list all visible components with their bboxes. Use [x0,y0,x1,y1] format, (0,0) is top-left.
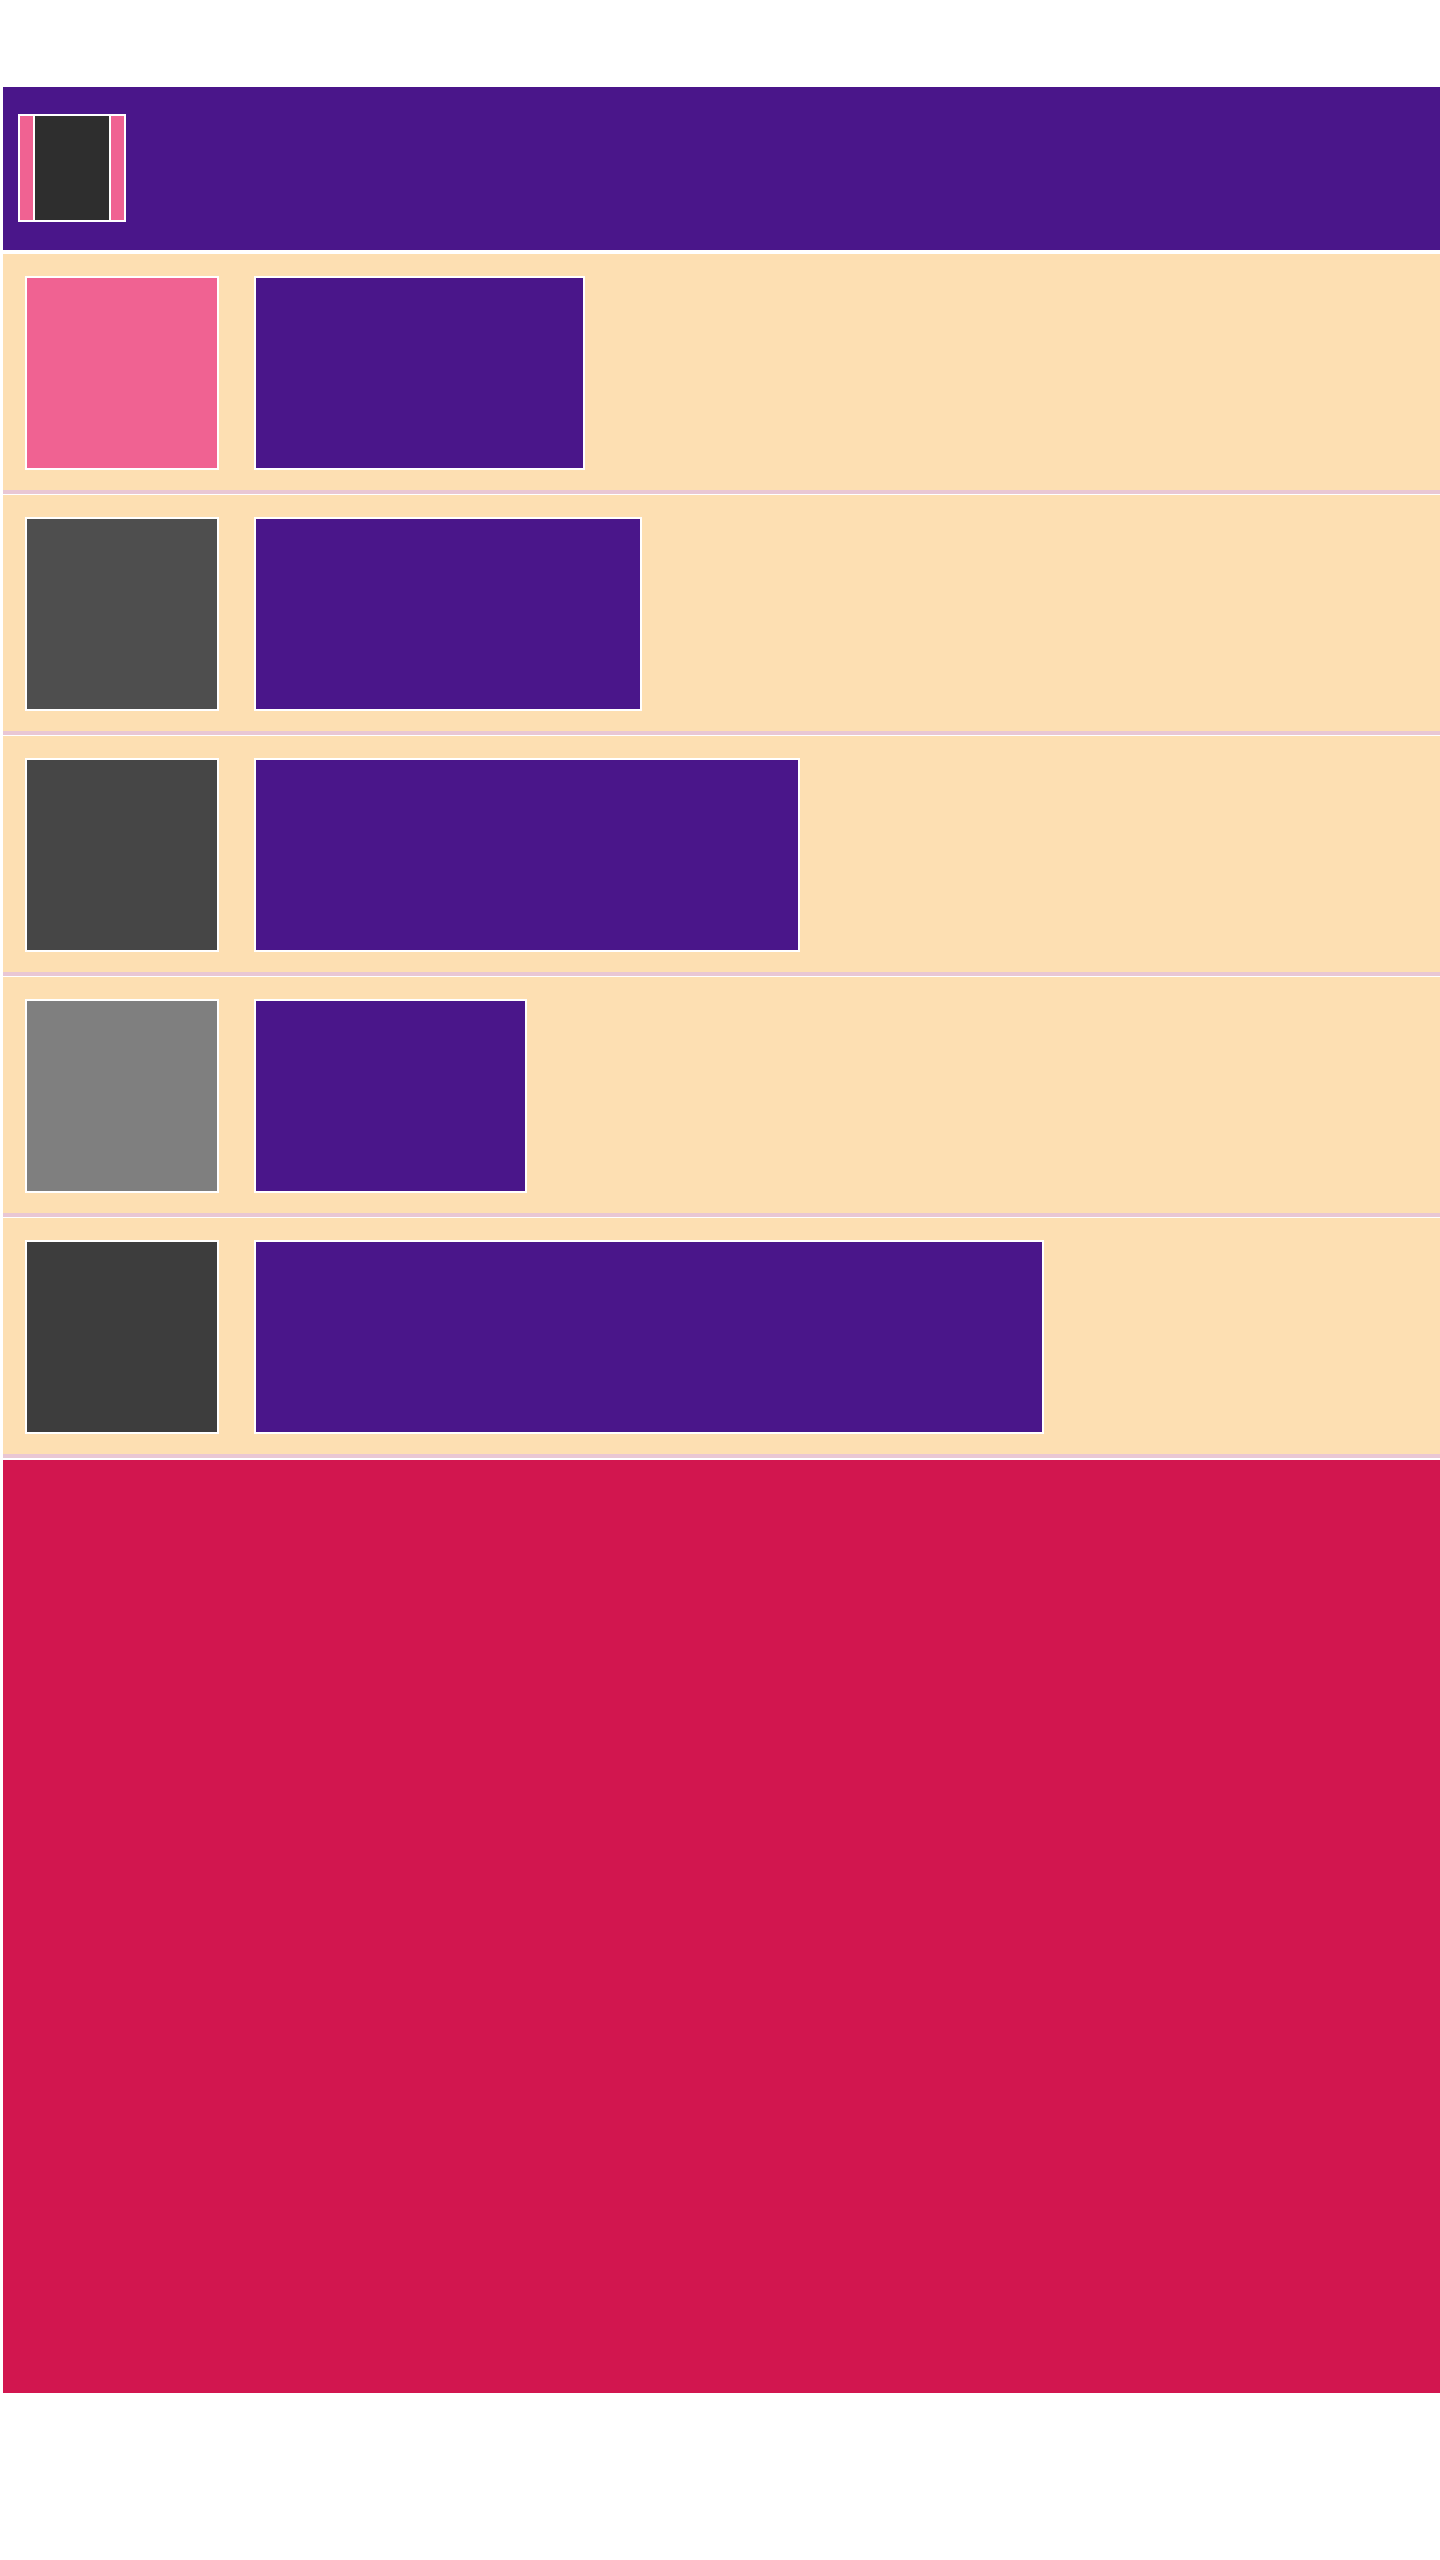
list-item-title [254,758,800,952]
app-logo-icon[interactable] [18,114,126,222]
list-item-title [254,517,642,711]
list-item-thumbnail [25,1240,219,1434]
list-item-title [254,999,527,1193]
app-logo-icon-inner [33,116,111,220]
toolbar [3,87,1440,250]
list-item[interactable] [3,736,1440,976]
list-item-thumbnail [25,276,219,470]
list-item-thumbnail [25,758,219,952]
list-item[interactable] [3,495,1440,735]
list-item[interactable] [3,254,1440,494]
app-window [3,87,1440,2393]
list-item-title [254,276,585,470]
list-item-thumbnail [25,999,219,1193]
list-item-title [254,1240,1044,1434]
list-item[interactable] [3,1218,1440,1458]
list-item[interactable] [3,977,1440,1217]
content-area [3,1460,1440,2393]
list-item-thumbnail [25,517,219,711]
